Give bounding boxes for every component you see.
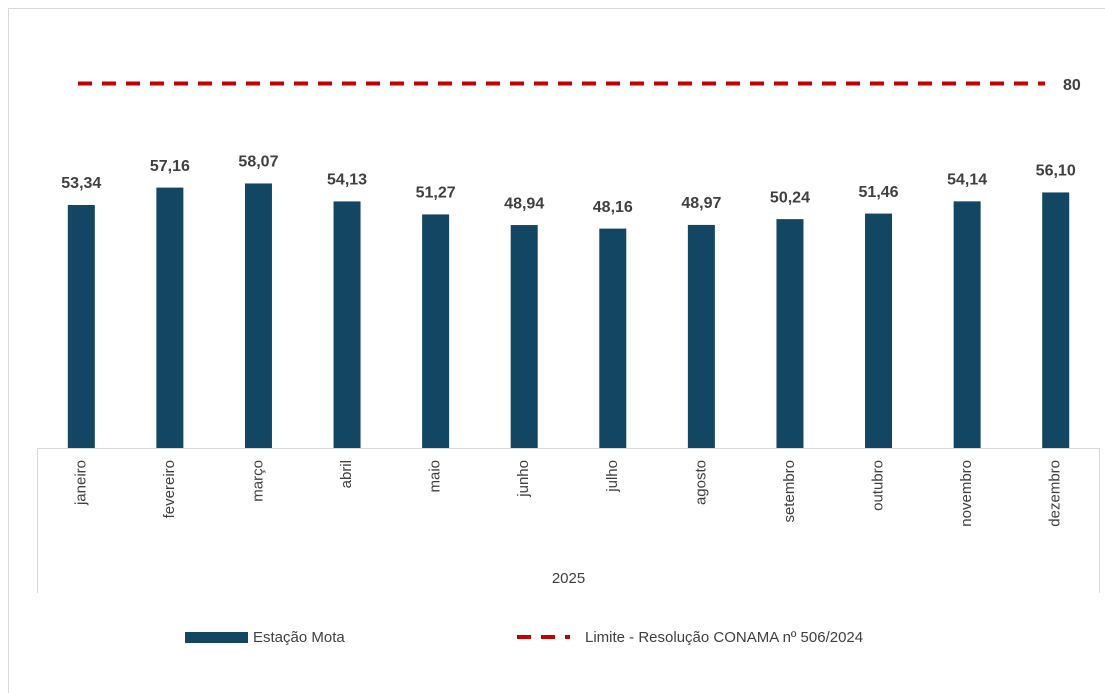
data-label: 48,94 bbox=[504, 195, 544, 212]
bar bbox=[687, 224, 715, 448]
bar bbox=[156, 187, 184, 449]
x-tick-label: abril bbox=[338, 460, 355, 488]
data-label: 58,07 bbox=[238, 154, 278, 171]
x-tick-label: julho bbox=[604, 460, 621, 493]
x-tick-label: fevereiro bbox=[161, 460, 178, 518]
x-tick-label: março bbox=[249, 460, 266, 502]
legend-label: Limite - Resolução CONAMA nº 506/2024 bbox=[585, 629, 863, 646]
data-label: 48,16 bbox=[593, 199, 633, 216]
legend-label: Estação Mota bbox=[253, 629, 345, 646]
x-tick-label: junho bbox=[515, 460, 532, 498]
bar bbox=[1042, 192, 1070, 448]
data-label: 54,13 bbox=[327, 172, 367, 189]
x-tick-label: maio bbox=[427, 460, 444, 493]
data-label: 50,24 bbox=[770, 189, 810, 206]
data-label: 48,97 bbox=[681, 195, 721, 212]
bar bbox=[776, 219, 804, 448]
x-tick-label: novembro bbox=[958, 460, 975, 527]
x-tick-label: agosto bbox=[692, 460, 709, 505]
bar bbox=[865, 213, 893, 448]
group-label: 2025 bbox=[552, 570, 585, 587]
x-tick-label: dezembro bbox=[1047, 460, 1064, 527]
bar bbox=[244, 183, 272, 448]
chart-frame bbox=[8, 8, 1105, 693]
data-label: 57,16 bbox=[150, 158, 190, 175]
bar bbox=[953, 201, 981, 448]
data-label: 51,27 bbox=[416, 185, 456, 202]
bar bbox=[422, 214, 450, 448]
bar bbox=[333, 201, 361, 448]
data-label: 51,46 bbox=[859, 184, 899, 201]
legend-swatch bbox=[185, 632, 248, 643]
data-label: 54,14 bbox=[947, 172, 987, 189]
x-tick-label: setembro bbox=[781, 460, 798, 523]
x-tick-label: outubro bbox=[870, 460, 887, 511]
bar bbox=[599, 228, 627, 448]
limit-label: 80 bbox=[1063, 77, 1081, 94]
bar bbox=[510, 225, 538, 448]
x-tick-label: janeiro bbox=[72, 460, 89, 506]
data-label: 53,34 bbox=[61, 175, 101, 192]
data-label: 56,10 bbox=[1036, 163, 1076, 180]
bar bbox=[67, 205, 95, 448]
